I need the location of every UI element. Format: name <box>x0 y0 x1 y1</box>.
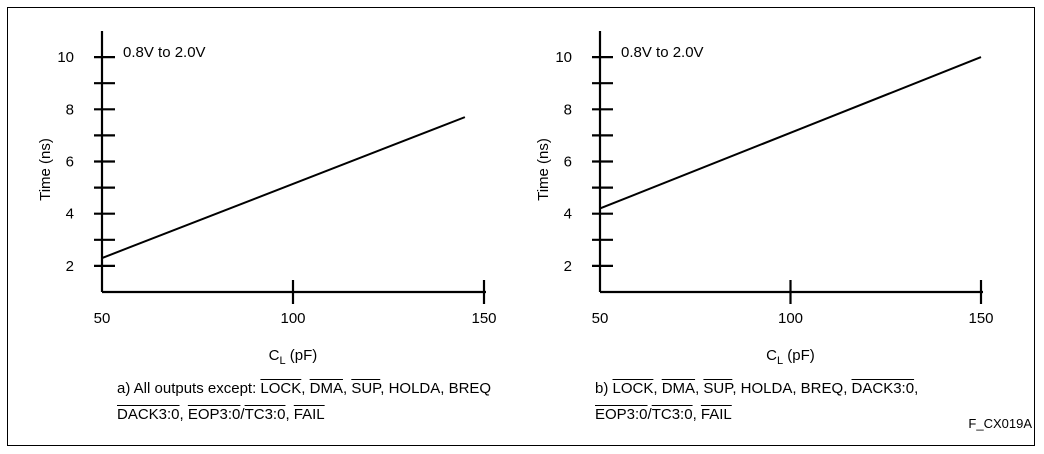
caption-text: , <box>285 406 294 423</box>
chart-b-caption-line-2: EOP3:0/TC3:0, FAIL <box>595 402 918 428</box>
chart-a-annotation: 0.8V to 2.0V <box>123 44 206 61</box>
caption-text: , <box>342 380 352 397</box>
signal-name: DACK3:0 <box>851 380 915 397</box>
chart-b-x-axis-label-main: C <box>766 347 777 364</box>
chart-b-x-axis-label: CL (pF) <box>766 347 815 367</box>
chart-a-y-tick-label: 6 <box>66 154 74 171</box>
chart-a-x-axis-label-unit: (pF) <box>286 347 318 364</box>
caption-text: a) All outputs except: <box>117 380 261 397</box>
caption-text: , <box>179 406 188 423</box>
chart-b-x-tick-label: 100 <box>778 310 803 327</box>
chart-b-annotation: 0.8V to 2.0V <box>621 44 704 61</box>
chart-b-caption-line-1: b) LOCK, DMA, SUP, HOLDA, BREQ, DACK3:0, <box>595 376 918 402</box>
signal-name: LOCK <box>612 380 654 397</box>
chart-b-y-tick-label: 6 <box>564 154 572 171</box>
chart-b-y-tick-label: 4 <box>564 206 572 223</box>
signal-name: DMA <box>661 380 696 397</box>
chart-a-caption: a) All outputs except: LOCK, DMA, SUP, H… <box>117 376 491 428</box>
chart-a-x-axis-label-main: C <box>269 347 280 364</box>
chart-b-series-line <box>599 56 982 210</box>
chart-a-x-tick-label: 150 <box>471 310 496 327</box>
chart-b-x-axis-label-sub: L <box>777 355 783 367</box>
caption-text: , <box>914 380 919 397</box>
signal-name: TC3:0 <box>244 406 286 423</box>
chart-a-x-axis-label-sub: L <box>280 355 286 367</box>
signal-name: EOP3:0 <box>595 406 648 423</box>
caption-text: , HOLDA, BREQ, <box>732 380 852 397</box>
caption-text: , <box>695 380 704 397</box>
signal-name: DACK3:0 <box>117 406 180 423</box>
caption-text: , <box>653 380 662 397</box>
signal-name: FAIL <box>293 406 325 423</box>
chart-a-y-tick-label: 10 <box>57 49 74 66</box>
chart-a-axes: 2 4 6 8 10 50 100 150 <box>57 31 497 327</box>
chart-b-x-axis-label-unit: (pF) <box>783 347 815 364</box>
signal-name: EOP3:0 <box>187 406 241 423</box>
caption-text: , HOLDA, BREQ <box>380 380 492 397</box>
chart-b-y-tick-label: 10 <box>555 49 572 66</box>
caption-text: / <box>647 406 652 423</box>
signal-name: LOCK <box>260 380 302 397</box>
chart-b-x-tick-label: 150 <box>968 310 993 327</box>
chart-a-x-tick-label: 100 <box>280 310 305 327</box>
figure-frame <box>7 7 1035 446</box>
chart-b-caption: b) LOCK, DMA, SUP, HOLDA, BREQ, DACK3:0,… <box>595 376 918 428</box>
signal-name: TC3:0 <box>651 406 693 423</box>
chart-b-x-tick-label: 50 <box>592 310 609 327</box>
signal-name: FAIL <box>700 406 732 423</box>
chart-a-caption-line-1: a) All outputs except: LOCK, DMA, SUP, H… <box>117 376 491 402</box>
chart-a-y-tick-label: 4 <box>66 206 74 223</box>
chart-b-y-tick-label: 8 <box>564 101 572 118</box>
caption-text: / <box>240 406 245 423</box>
chart-a-x-axis-label: CL (pF) <box>269 347 318 367</box>
signal-name: SUP <box>351 380 381 397</box>
signal-name: SUP <box>703 380 733 397</box>
caption-text: , <box>301 380 310 397</box>
chart-b-y-tick-label: 2 <box>564 258 572 275</box>
figure-id: F_CX019A <box>968 416 1032 431</box>
signal-name: DMA <box>309 380 343 397</box>
chart-a-y-tick-label: 2 <box>66 258 74 275</box>
chart-a-x-tick-label: 50 <box>94 310 111 327</box>
caption-text: b) <box>595 380 613 397</box>
caption-text: , <box>692 406 701 423</box>
chart-b-y-axis-label: Time (ns) <box>535 138 552 201</box>
chart-a-y-tick-label: 8 <box>66 101 74 118</box>
chart-b-axes: 2 4 6 8 10 50 100 150 <box>555 31 994 327</box>
chart-a-caption-line-2: DACK3:0, EOP3:0/TC3:0, FAIL <box>117 402 491 428</box>
chart-a-series-line <box>101 116 466 260</box>
chart-a-y-axis-label: Time (ns) <box>37 138 54 201</box>
